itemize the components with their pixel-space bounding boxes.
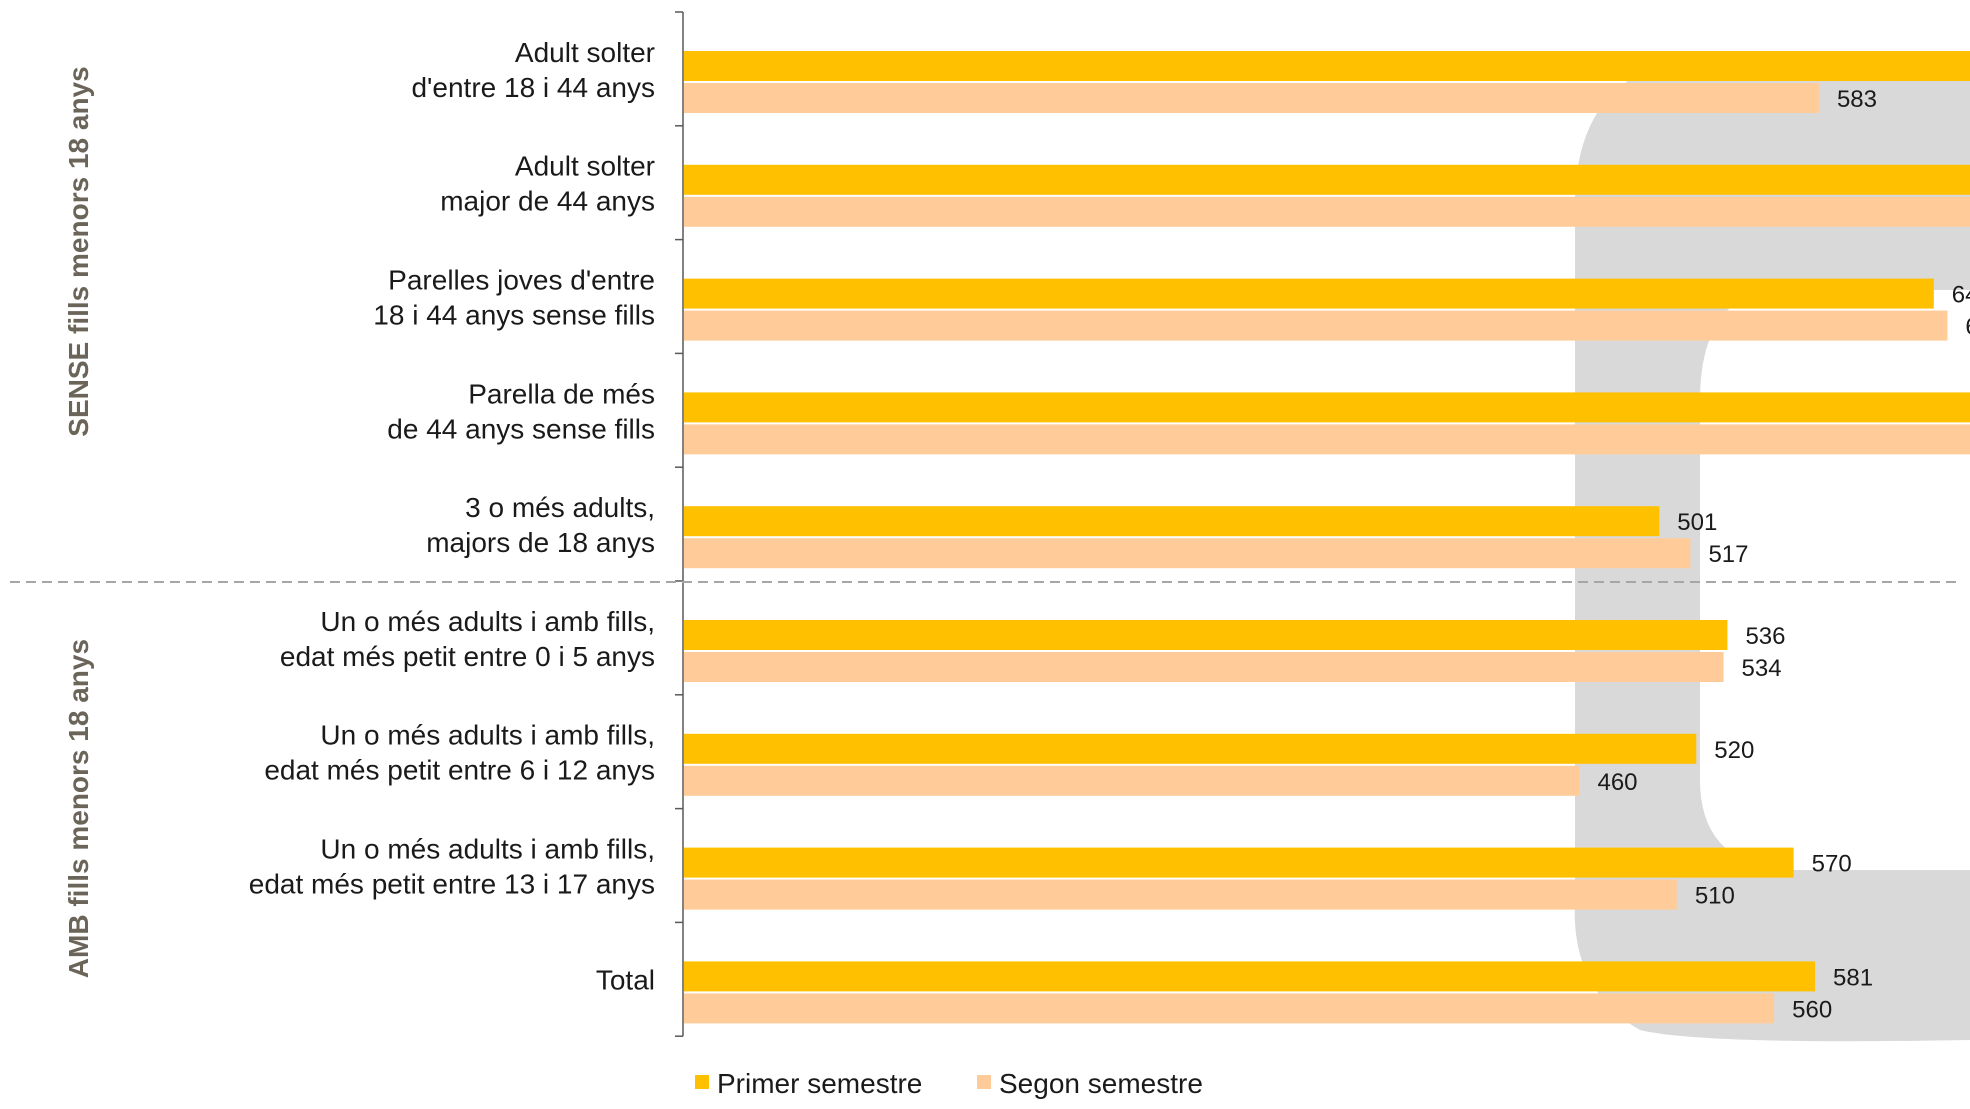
category-label: Parella de més de 44 anys sense fills	[387, 378, 655, 444]
bar-segon-semestre	[684, 424, 1970, 455]
bar-segon-semestre	[684, 196, 1970, 227]
value-label: 510	[1695, 883, 1735, 910]
bar-segon-semestre	[684, 310, 1948, 341]
legend-label-segon: Segon semestre	[999, 1068, 1203, 1099]
category-label: 3 o més adults, majors de 18 anys	[426, 492, 655, 558]
bar-primer-semestre	[684, 733, 1697, 764]
bar-primer-semestre	[684, 392, 1970, 423]
value-label: 560	[1792, 996, 1832, 1023]
category-label: Adult solter major de 44 anys	[440, 151, 655, 217]
axis-layer: SENSE fills menors 18 anys AMB fills meno…	[10, 11, 1960, 1037]
category-label-line: Adult solter	[515, 37, 655, 68]
legend-label-primer: Primer semestre	[717, 1068, 922, 1099]
value-label: 642	[1952, 282, 1970, 309]
value-label: 583	[1837, 86, 1877, 113]
value-label: 536	[1745, 623, 1785, 650]
bar-segon-semestre	[684, 765, 1580, 796]
value-label: 517	[1708, 541, 1748, 568]
value-label: 581	[1833, 964, 1873, 991]
legend-swatch-segon	[977, 1075, 991, 1089]
category-label-line: edat més petit entre 0 i 5 anys	[280, 641, 655, 672]
group-label-amb: AMB fills menors 18 anys	[63, 639, 94, 978]
bar-primer-semestre	[684, 278, 1934, 309]
bar-primer-semestre	[684, 164, 1970, 195]
category-label-line: major de 44 anys	[440, 186, 655, 217]
category-label-line: Parelles joves d'entre	[388, 265, 655, 296]
category-label: Parelles joves d'entre 18 i 44 anys sense…	[373, 265, 655, 331]
value-label: 501	[1677, 509, 1717, 536]
value-label: 460	[1597, 769, 1637, 796]
bar-primer-semestre	[684, 51, 1970, 81]
category-label: Un o més adults i amb fills, edat més pet…	[249, 834, 655, 900]
bar-segon-semestre	[684, 83, 1819, 113]
category-label-line: Adult solter	[515, 151, 655, 182]
category-label-line: de 44 anys sense fills	[387, 413, 655, 444]
bar-primer-semestre	[684, 847, 1794, 878]
bar-primer-semestre	[684, 961, 1816, 992]
bar-primer-semestre	[684, 506, 1660, 537]
bar-segon-semestre	[684, 538, 1691, 569]
group-label-sense: SENSE fills menors 18 anys	[63, 66, 94, 436]
value-label: 520	[1714, 737, 1754, 764]
category-label-line: Un o més adults i amb fills,	[320, 606, 655, 637]
bar-segon-semestre	[684, 652, 1724, 682]
bars-layer	[684, 51, 1970, 1024]
category-label-line: majors de 18 anys	[426, 527, 655, 558]
category-label-line: 18 i 44 anys sense fills	[373, 300, 655, 331]
legend: Primer semestre Segon semestre	[695, 1068, 1203, 1099]
value-label: 649	[1965, 314, 1970, 341]
category-label: Adult solter d'entre 18 i 44 anys	[411, 37, 655, 103]
category-label-line: d'entre 18 i 44 anys	[411, 72, 655, 103]
category-label-line: Parella de més	[468, 378, 655, 409]
bar-segon-semestre	[684, 993, 1775, 1024]
bar-segon-semestre	[684, 879, 1677, 910]
value-label: 570	[1812, 851, 1852, 878]
category-label: Total	[596, 964, 655, 995]
category-label-line: Un o més adults i amb fills,	[320, 720, 655, 751]
category-label-line: Un o més adults i amb fills,	[320, 834, 655, 865]
category-label: Un o més adults i amb fills, edat més pet…	[264, 720, 655, 786]
category-label: Un o més adults i amb fills, edat més pet…	[280, 606, 655, 672]
bar-primer-semestre	[684, 620, 1728, 650]
legend-swatch-primer	[695, 1075, 709, 1089]
category-label-line: edat més petit entre 6 i 12 anys	[264, 755, 655, 786]
category-label-line: Total	[596, 964, 655, 995]
value-label: 534	[1742, 655, 1782, 682]
category-label-line: 3 o més adults,	[465, 492, 655, 523]
category-label-line: edat més petit entre 13 i 17 anys	[249, 869, 655, 900]
